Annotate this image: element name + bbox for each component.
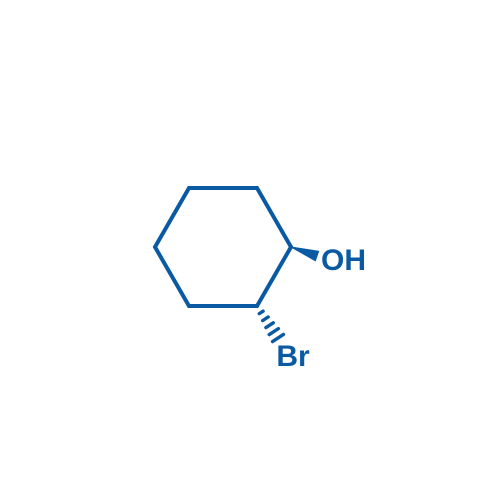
ring-bond [257,188,291,247]
wedge-hash-bond [266,323,273,328]
ring-bond [257,247,291,306]
wedge-hash-bond [263,317,269,321]
ring-bond [155,188,189,247]
atom-label-oh: OH [321,244,366,277]
ring-bond [155,247,189,306]
wedge-solid-bond [291,247,319,261]
wedge-hash-bond [259,311,263,313]
wedge-hash-bond [269,329,278,335]
atom-label-br: Br [276,340,310,373]
